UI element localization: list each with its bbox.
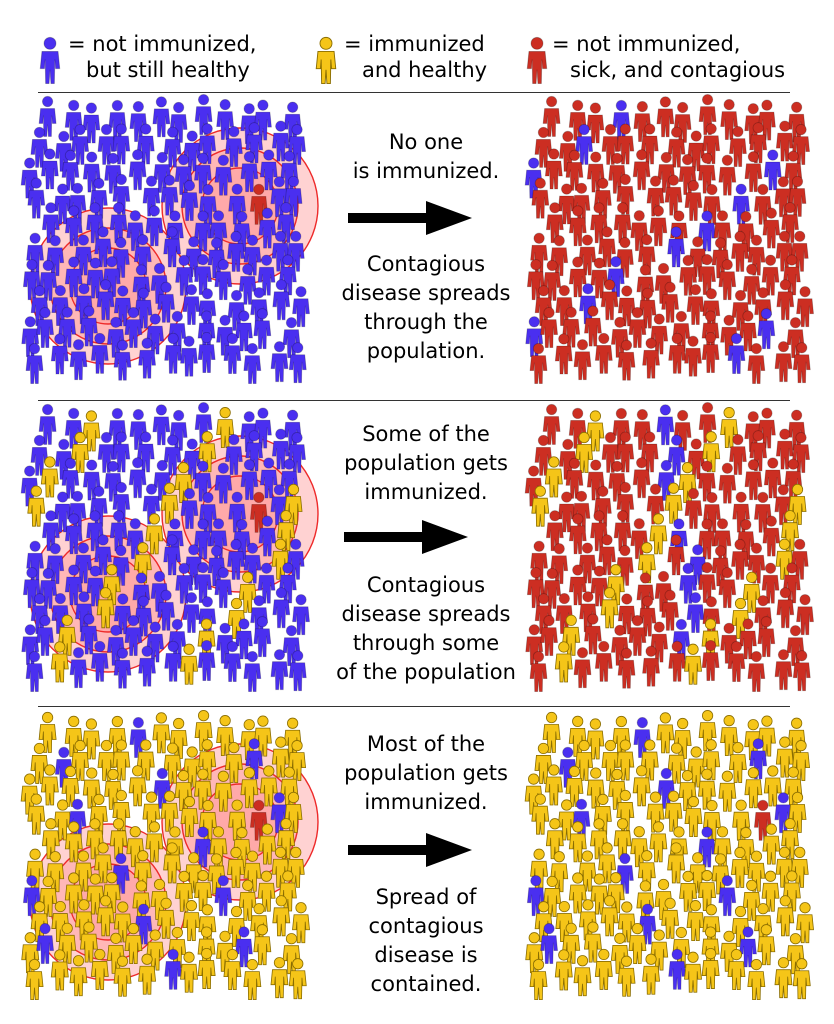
caption-line: population gets xyxy=(344,761,508,785)
caption-line: population gets xyxy=(344,451,508,475)
yellow-person-icon xyxy=(315,36,337,85)
legend-blue: = not immunized, but still healthy xyxy=(68,31,257,83)
panel-2-bottom-caption: Contagious disease spreads through some … xyxy=(316,571,536,687)
red-person-icon xyxy=(594,640,613,682)
legend-red: = not immunized, sick, and contagious xyxy=(552,31,785,83)
red-person-icon xyxy=(757,99,776,141)
red-person-icon xyxy=(757,407,776,449)
blue-person-icon xyxy=(633,716,652,759)
caption-line: Most of the xyxy=(366,732,486,756)
red-person-icon xyxy=(526,36,548,85)
legend-red-line1: = not immunized, xyxy=(552,32,741,56)
blue-person-icon xyxy=(270,648,289,691)
panel-3-top-caption: Most of the population gets immunized. xyxy=(326,730,526,817)
blue-person-icon xyxy=(180,335,199,377)
caption-line: contagious xyxy=(368,914,484,938)
red-person-icon xyxy=(718,462,737,504)
yellow-person-icon xyxy=(684,643,703,685)
caption-line: population. xyxy=(366,339,486,363)
yellow-person-icon xyxy=(612,715,631,758)
blue-person-icon xyxy=(108,407,127,450)
red-person-icon xyxy=(594,332,613,374)
yellow-person-icon xyxy=(594,948,613,990)
right-arrow-icon xyxy=(344,520,468,554)
red-person-icon xyxy=(573,647,592,689)
blue-person-icon xyxy=(129,100,148,143)
legend-red-line2: sick, and contagious xyxy=(570,58,786,82)
right-arrow-icon xyxy=(348,201,472,235)
caption-line: Spread of xyxy=(375,885,477,909)
red-person-icon xyxy=(684,335,703,377)
legend-blue-line1: = not immunized, xyxy=(68,32,257,56)
legend-yellow-line1: = immunized xyxy=(344,32,485,56)
blue-person-icon xyxy=(108,99,127,142)
red-person-icon xyxy=(573,339,592,381)
yellow-person-icon xyxy=(757,715,776,757)
blue-person-icon xyxy=(612,99,631,142)
caption-line: No one xyxy=(388,130,464,154)
blue-person-icon xyxy=(270,340,289,383)
panel-2-top-caption: Some of the population gets immunized. xyxy=(326,420,526,507)
red-person-icon xyxy=(774,340,793,383)
right-arrow-icon xyxy=(348,833,472,867)
caption-line: disease spreads xyxy=(341,602,511,626)
caption-line: immunized. xyxy=(364,480,488,504)
caption-line: Contagious xyxy=(366,252,486,276)
panel-3-bottom-caption: Spread of contagious disease is containe… xyxy=(326,883,526,999)
divider xyxy=(38,706,790,707)
caption-line: Some of the xyxy=(362,422,490,446)
yellow-person-icon xyxy=(180,951,199,993)
red-person-icon xyxy=(636,264,655,306)
red-person-icon xyxy=(612,407,631,450)
red-person-icon xyxy=(633,408,652,451)
caption-line: is immunized. xyxy=(352,159,500,183)
caption-line: contained. xyxy=(370,972,482,996)
blue-person-icon xyxy=(129,408,148,451)
yellow-person-icon xyxy=(270,956,289,999)
yellow-person-icon xyxy=(718,770,737,812)
caption-line: through the xyxy=(364,310,488,334)
yellow-person-icon xyxy=(684,951,703,993)
divider xyxy=(38,92,790,93)
divider xyxy=(38,400,790,401)
red-person-icon xyxy=(633,100,652,143)
legend-yellow-line2: and healthy xyxy=(362,58,488,82)
blue-person-icon xyxy=(39,36,61,85)
yellow-person-icon xyxy=(108,715,127,758)
red-person-icon xyxy=(774,648,793,691)
caption-line: through some xyxy=(352,631,500,655)
yellow-person-icon xyxy=(180,643,199,685)
legend-blue-line2: but still healthy xyxy=(86,58,250,82)
panel-1-bottom-caption: Contagious disease spreads through the p… xyxy=(326,250,526,366)
caption-line: disease spreads xyxy=(341,281,511,305)
yellow-person-icon xyxy=(573,955,592,997)
red-person-icon xyxy=(636,572,655,614)
panel-1-top-caption: No one is immunized. xyxy=(326,128,526,186)
legend-yellow: = immunized and healthy xyxy=(344,31,487,83)
yellow-person-icon xyxy=(636,880,655,922)
caption-line: immunized. xyxy=(364,790,488,814)
caption-line: disease is xyxy=(374,943,478,967)
yellow-person-icon xyxy=(774,956,793,999)
caption-line: of the population xyxy=(336,660,516,684)
red-person-icon xyxy=(718,154,737,196)
caption-line: Contagious xyxy=(366,573,486,597)
blue-person-icon xyxy=(129,716,148,759)
